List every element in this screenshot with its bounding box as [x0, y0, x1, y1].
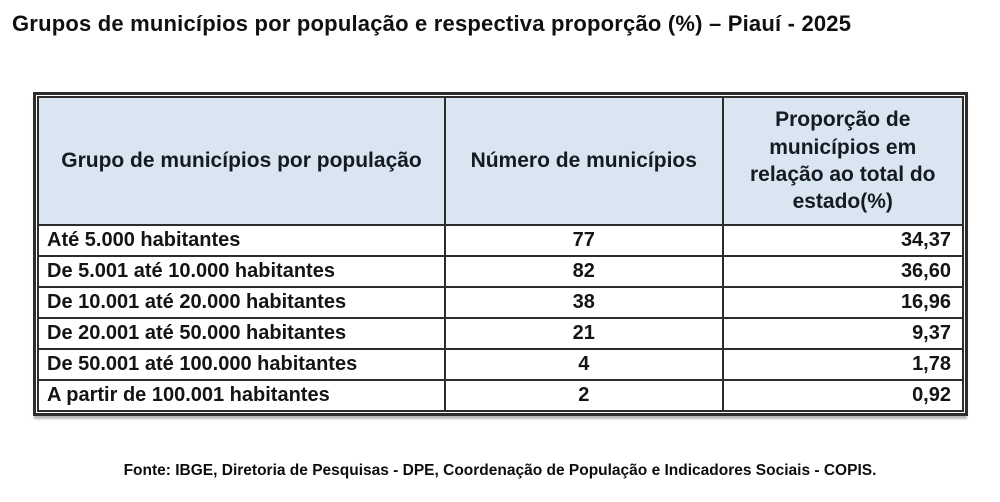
table-row: De 20.001 até 50.000 habitantes 21 9,37	[37, 317, 964, 350]
column-header-group: Grupo de municípios por população	[37, 96, 446, 226]
row-group-cell: A partir de 100.001 habitantes	[37, 379, 446, 412]
row-group-cell: De 10.001 até 20.000 habitantes	[37, 286, 446, 319]
column-header-count: Número de municípios	[444, 96, 724, 226]
row-proportion-cell: 1,78	[721, 348, 964, 381]
row-group-cell: De 20.001 até 50.000 habitantes	[37, 317, 446, 350]
row-group-cell: Até 5.000 habitantes	[37, 224, 446, 257]
source-note: Fonte: IBGE, Diretoria de Pesquisas - DP…	[123, 462, 877, 479]
row-proportion-cell: 16,96	[721, 286, 964, 319]
row-count-cell: 77	[444, 224, 724, 257]
header-row: Grupo de municípios por população Número…	[37, 96, 964, 226]
row-count-cell: 4	[444, 348, 724, 381]
row-proportion-cell: 9,37	[721, 317, 964, 350]
table-row: De 10.001 até 20.000 habitantes 38 16,96	[37, 286, 964, 319]
table-body: Até 5.000 habitantes 77 34,37 De 5.001 até …	[37, 224, 964, 412]
municipios-table: Grupo de municípios por população Número…	[37, 96, 964, 412]
table-row: De 50.001 até 100.000 habitantes 4 1,78	[37, 348, 964, 381]
row-proportion-cell: 36,60	[721, 255, 964, 288]
row-count-cell: 2	[444, 379, 724, 412]
row-group-cell: De 5.001 até 10.000 habitantes	[37, 255, 446, 288]
table-row: Até 5.000 habitantes 77 34,37	[37, 224, 964, 257]
table-row: A partir de 100.001 habitantes 2 0,92	[37, 379, 964, 412]
column-header-proportion: Proporção de municípios em relação ao to…	[721, 96, 964, 226]
row-group-cell: De 50.001 até 100.000 habitantes	[37, 348, 446, 381]
municipios-table-frame: Grupo de municípios por população Número…	[33, 92, 968, 416]
page-title: Grupos de municípios por população e res…	[12, 11, 852, 36]
table-row: De 5.001 até 10.000 habitantes 82 36,60	[37, 255, 964, 288]
row-count-cell: 21	[444, 317, 724, 350]
row-proportion-cell: 34,37	[721, 224, 964, 257]
row-count-cell: 38	[444, 286, 724, 319]
row-count-cell: 82	[444, 255, 724, 288]
row-proportion-cell: 0,92	[721, 379, 964, 412]
table-header: Grupo de municípios por população Número…	[37, 96, 964, 226]
